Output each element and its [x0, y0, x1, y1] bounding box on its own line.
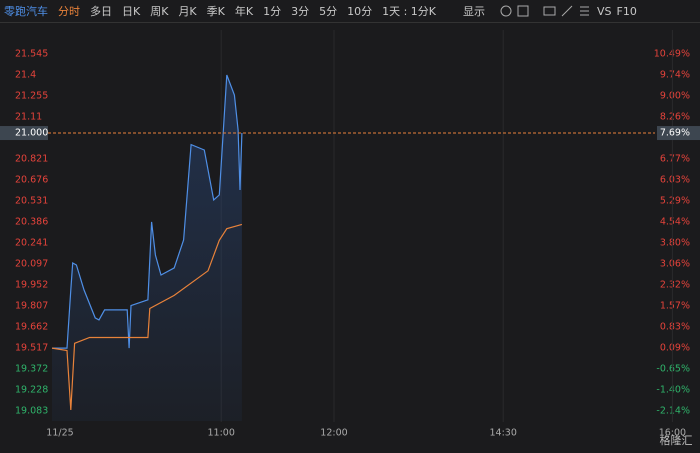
y2-tick-label: -1.40%: [656, 385, 690, 396]
y-tick-label: 21.4: [15, 70, 36, 81]
y2-tick-label: 10.49%: [654, 49, 690, 60]
x-tick-label: 12:00: [320, 428, 347, 439]
f10-button[interactable]: F10: [616, 4, 637, 18]
y2-tick-label: 0.83%: [660, 322, 690, 333]
series-line: [52, 74, 243, 349]
y-tick-label: 19.228: [15, 384, 48, 395]
y2-tick-label: -2.14%: [656, 406, 690, 417]
y2-tick-label: -0.65%: [656, 363, 690, 374]
tab[interactable]: 多日: [90, 5, 112, 18]
y-tick-label: 20.241: [15, 238, 48, 249]
y-tick-label: 21.545: [15, 49, 48, 60]
tab[interactable]: 月K: [178, 5, 197, 18]
y2-tick-label: 4.54%: [660, 217, 690, 228]
x-tick-label: 11/25: [46, 428, 73, 439]
price-label-box: [0, 126, 48, 141]
price-label: 21.000: [15, 128, 48, 139]
tab[interactable]: 周K: [150, 5, 169, 18]
y2-tick-label: 3.80%: [660, 238, 690, 249]
y2-tick-label: 5.29%: [660, 195, 690, 206]
y-tick-label: 21.11: [15, 112, 42, 123]
stock-name[interactable]: 零跑汽车: [4, 5, 48, 18]
y2-tick-label: 9.00%: [660, 91, 690, 102]
y2-tick-label: 6.77%: [660, 154, 690, 165]
y-tick-label: 20.821: [15, 153, 48, 164]
y-tick-label: 19.083: [15, 406, 48, 417]
y2-tick-label: 3.06%: [660, 259, 690, 270]
display-button[interactable]: 显示: [463, 5, 486, 18]
y-tick-label: 20.676: [15, 175, 48, 186]
icons[interactable]: [500, 4, 592, 18]
watermark: 格隆汇: [660, 433, 693, 447]
tab[interactable]: 1分: [263, 5, 282, 18]
y-tick-label: 19.952: [15, 279, 48, 290]
y-tick-label: 20.531: [15, 196, 48, 207]
y-tick-label: 20.097: [15, 258, 48, 269]
tab[interactable]: 3分: [291, 5, 310, 18]
y2-tick-label: 0.09%: [660, 342, 690, 353]
tab[interactable]: 10分: [347, 5, 373, 18]
y2-tick-label: 6.03%: [660, 175, 690, 186]
toolbar: 零跑汽车 分时 多日 日K 周K 月K 季K 年K 1分 3分 5分 10分 1天 : 1分K 显示…: [0, 0, 700, 22]
y-tick-label: 19.517: [15, 343, 48, 354]
vs-button[interactable]: VS: [597, 4, 612, 18]
tab[interactable]: 季K: [206, 5, 225, 18]
x-tick-label: 14:30: [490, 428, 517, 439]
y-tick-label: 19.662: [15, 322, 48, 333]
y-tick-label: 21.255: [15, 91, 48, 102]
pct-label-box: [657, 126, 700, 141]
tab[interactable]: 分时: [58, 5, 80, 18]
y2-tick-label: 9.74%: [660, 70, 690, 81]
tab[interactable]: 5分: [319, 5, 338, 18]
tab[interactable]: 日K: [122, 5, 141, 18]
series-line: [51, 223, 243, 411]
y2-tick-label: 2.32%: [660, 279, 690, 290]
y2-tick-label: 1.57%: [660, 301, 690, 312]
pct-label: 7.69%: [660, 128, 690, 139]
x-tick-label: 11:00: [208, 428, 235, 439]
y-tick-label: 19.372: [15, 364, 48, 375]
tab[interactable]: 年K: [234, 5, 254, 18]
period-select[interactable]: 1天 : 1分K: [382, 5, 437, 18]
price-area: [52, 75, 242, 421]
y2-tick-label: 8.26%: [660, 112, 690, 123]
y-tick-label: 20.386: [15, 217, 48, 228]
x-tick-label: 16:00: [659, 428, 686, 439]
y-tick-label: 19.807: [15, 301, 48, 312]
tabs: 分时 多日 日K 周K 月K 季K 年K 1分 3分 5分 10分: [53, 3, 377, 19]
